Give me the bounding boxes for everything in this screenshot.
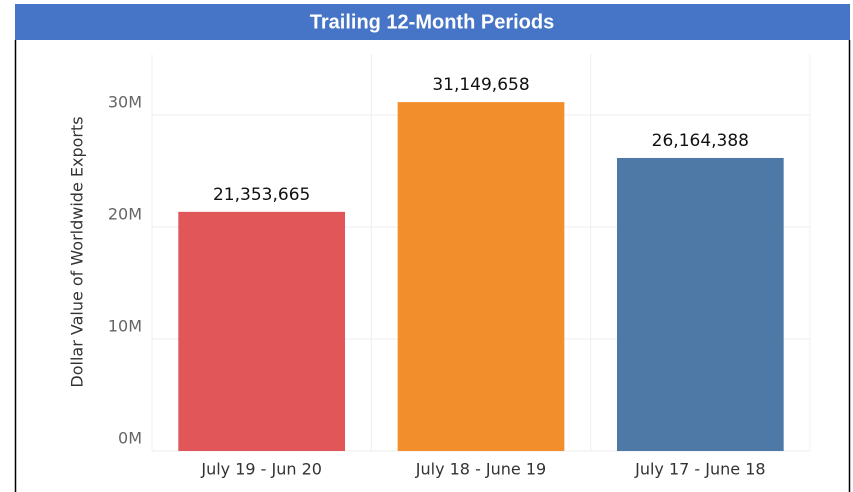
- y-tick-label: 10M: [108, 317, 142, 336]
- value-label: 26,164,388: [652, 131, 749, 151]
- x-tick-label: July 18 - June 19: [415, 460, 546, 479]
- bar: [178, 211, 346, 451]
- chart-title: Trailing 12-Month Periods: [310, 11, 554, 33]
- bar: [397, 102, 565, 451]
- header-bar: [15, 4, 850, 40]
- x-tick-label: July 17 - June 18: [634, 460, 765, 479]
- y-axis-title: Dollar Value of Worldwide Exports: [68, 116, 87, 387]
- value-label: 31,149,658: [432, 75, 529, 95]
- x-tick-label: July 19 - Jun 20: [200, 460, 322, 479]
- value-label: 21,353,665: [213, 185, 310, 205]
- y-tick-label: 30M: [108, 93, 142, 112]
- y-tick-label: 20M: [108, 205, 142, 224]
- y-tick-label: 0M: [118, 429, 142, 448]
- bar: [616, 157, 784, 451]
